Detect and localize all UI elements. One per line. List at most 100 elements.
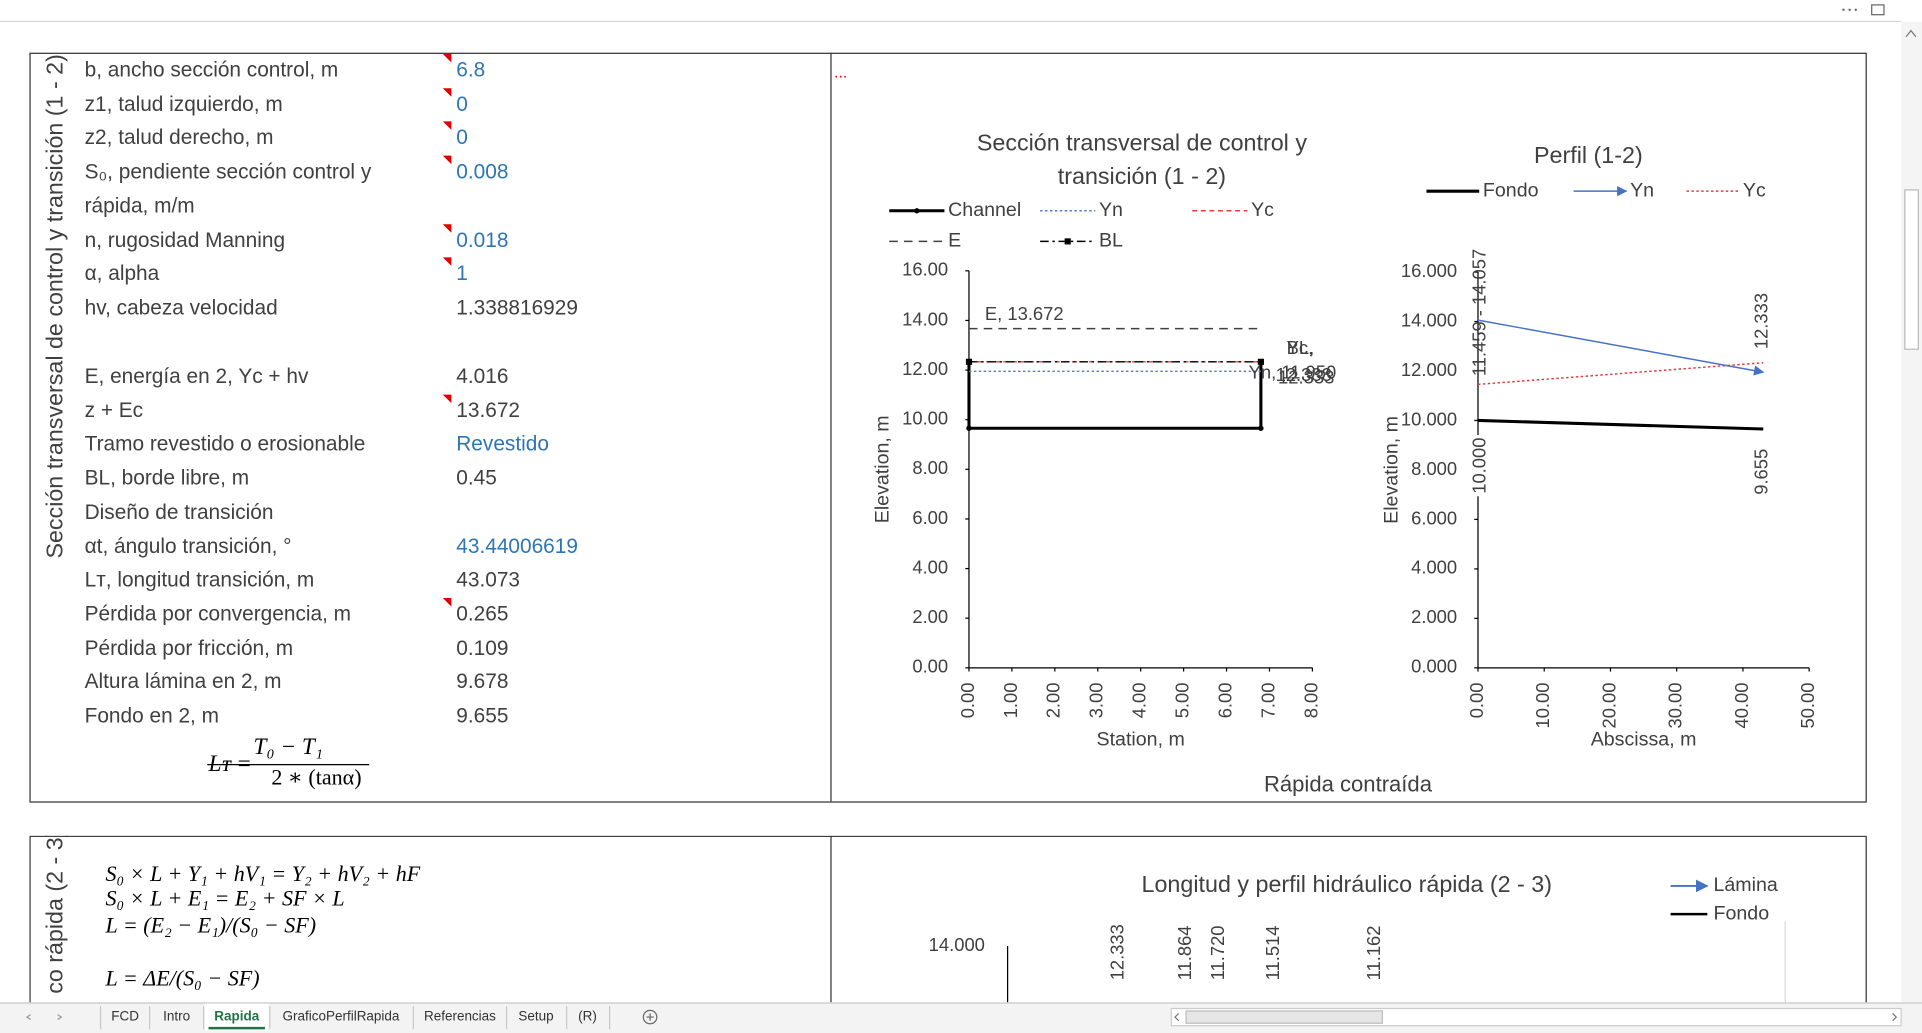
add-sheet[interactable] — [642, 1009, 658, 1025]
data-label: Yn, 11.950 — [1249, 362, 1337, 383]
x-tick-label: 6.00 — [1214, 683, 1235, 719]
series-line — [1477, 362, 1764, 386]
row-value: 0.018 — [456, 229, 508, 252]
y-tick-label: 4.00 — [912, 556, 948, 577]
sheet-tab[interactable]: GraficoPerfilRapida — [283, 1009, 400, 1024]
comment-marker — [442, 53, 452, 63]
legend-label: Yc — [1743, 179, 1766, 201]
row-value: 6.8 — [456, 59, 485, 82]
x-tick-label: 0.00 — [1466, 683, 1487, 719]
equation: S₀ × L + Y₁ + hV₁ = Y₂ + hV₂ + hF — [105, 861, 420, 886]
label-bg — [1469, 435, 1492, 497]
row-value: 1 — [456, 262, 468, 285]
data-label: 10.000 — [1468, 438, 1489, 494]
comment-marker — [442, 224, 452, 233]
data-label: 12.333 — [1278, 367, 1334, 388]
row-label: E, energía en 2, Yc + hv — [85, 365, 309, 388]
legend-label: Channel — [948, 199, 1021, 221]
sheet-tab[interactable]: Setup — [518, 1009, 553, 1024]
y-axis-title: Elevation, m — [871, 415, 893, 523]
x-tick-label: 50.00 — [1797, 683, 1818, 729]
y-tick-label: 8.000 — [1411, 458, 1457, 479]
row-value: 0.45 — [456, 467, 497, 490]
series-line — [1477, 319, 1765, 376]
legend-marker — [914, 208, 920, 214]
x-tick-label: 7.00 — [1257, 683, 1278, 719]
chart-title: transición (1 - 2) — [1058, 163, 1226, 189]
more-icon[interactable] — [1842, 8, 1857, 12]
legend-label: E — [948, 230, 961, 252]
row-value: 43.073 — [456, 568, 520, 591]
y-tick-label: 10.00 — [902, 408, 948, 429]
point — [966, 425, 972, 431]
sheet-tab[interactable]: Rapida — [214, 1009, 259, 1024]
x-tick-label: 0.00 — [957, 683, 978, 719]
vertical-scrollbar[interactable] — [1901, 22, 1922, 1003]
x-tick-label: 10.00 — [1532, 683, 1553, 729]
side-title: Sección transversal de control y transic… — [42, 54, 68, 558]
data-label: 11.514 — [1262, 925, 1283, 980]
y-tick-label: 14.00 — [902, 308, 948, 329]
sheet-tab[interactable]: FCD — [111, 1009, 139, 1024]
y-tick-label: 10.000 — [1401, 408, 1457, 429]
point — [965, 358, 973, 365]
row-value: 4.016 — [456, 365, 508, 388]
panel-1-border — [29, 52, 1867, 803]
x-axis-title: Abscissa, m — [1591, 728, 1697, 750]
scroll-up[interactable] — [1905, 29, 1917, 38]
legend-label: Fondo — [1713, 902, 1769, 924]
equation: L = (E₂ − E₁)/(S₀ − SF) — [104, 913, 316, 938]
x-tick-label: 3.00 — [1086, 683, 1107, 719]
x-axis-title: Station, m — [1097, 728, 1185, 750]
sheet-tab[interactable]: Intro — [163, 1009, 190, 1024]
series-line — [1477, 418, 1764, 431]
h-scroll-arrows[interactable] — [1174, 1012, 1898, 1022]
comment-marker — [442, 394, 452, 404]
chart-title: Sección transversal de control y — [977, 130, 1307, 156]
row-value: 0.265 — [456, 603, 508, 626]
side-title: co rápida (2 - 3) — [42, 830, 68, 994]
row-label: z + Ec — [85, 399, 143, 422]
h-scroll-thumb[interactable] — [1185, 1010, 1383, 1024]
row-value: 0.008 — [456, 160, 508, 183]
x-tick-label: 5.00 — [1171, 683, 1192, 719]
comment-marker — [442, 121, 452, 130]
sheet-tab[interactable]: Referencias — [424, 1009, 496, 1024]
scroll-thumb[interactable] — [1904, 189, 1919, 350]
y-tick-label: 16.000 — [1401, 260, 1457, 281]
y-tick-label: 12.00 — [902, 358, 948, 379]
row-label: Altura lámina en 2, m — [85, 670, 282, 693]
row-value: 0 — [456, 126, 468, 149]
legend-label: Yn — [1630, 179, 1654, 201]
y-tick-label: 12.000 — [1401, 359, 1457, 380]
chart-title: Longitud y perfil hidráulico rápida (2 -… — [1142, 871, 1552, 897]
row-label: Tramo revestido o erosionable — [85, 432, 366, 455]
row-value: 13.672 — [456, 399, 520, 422]
point — [1257, 358, 1264, 365]
row-label: Pérdida por fricción, m — [85, 637, 293, 660]
point — [1258, 425, 1264, 431]
row-value: 1.338816929 — [456, 296, 578, 319]
row-value: 9.655 — [456, 704, 508, 727]
window-icon[interactable] — [1871, 4, 1885, 16]
active-tab — [204, 1003, 269, 1031]
y-tick-label: 6.000 — [1411, 507, 1457, 528]
row-label: n, rugosidad Manning — [85, 229, 285, 252]
y-tick-label: 8.00 — [912, 457, 948, 478]
formula-denominator: 2 ∗ (tanα) — [271, 764, 361, 789]
row-value: 9.678 — [456, 670, 508, 693]
legend-marker — [1064, 238, 1071, 245]
row-label: Diseño de transición — [85, 501, 274, 524]
y-axis-title: Elevation, m — [1380, 416, 1402, 524]
data-label: 11.459 - 14.057 — [1468, 249, 1489, 376]
y-tick-label: 14.000 — [929, 934, 985, 955]
y-tick-label: 0.000 — [1411, 656, 1457, 677]
sheet-tab[interactable]: (R) — [578, 1009, 597, 1024]
x-tick-label: 8.00 — [1300, 683, 1321, 719]
data-label: 12.333 — [1750, 293, 1771, 349]
row-label: hv, cabeza velocidad — [85, 296, 278, 319]
x-tick-label: 1.00 — [1000, 683, 1021, 719]
tab-scroll[interactable] — [25, 1014, 63, 1021]
y-tick-label: 2.000 — [1411, 606, 1457, 627]
